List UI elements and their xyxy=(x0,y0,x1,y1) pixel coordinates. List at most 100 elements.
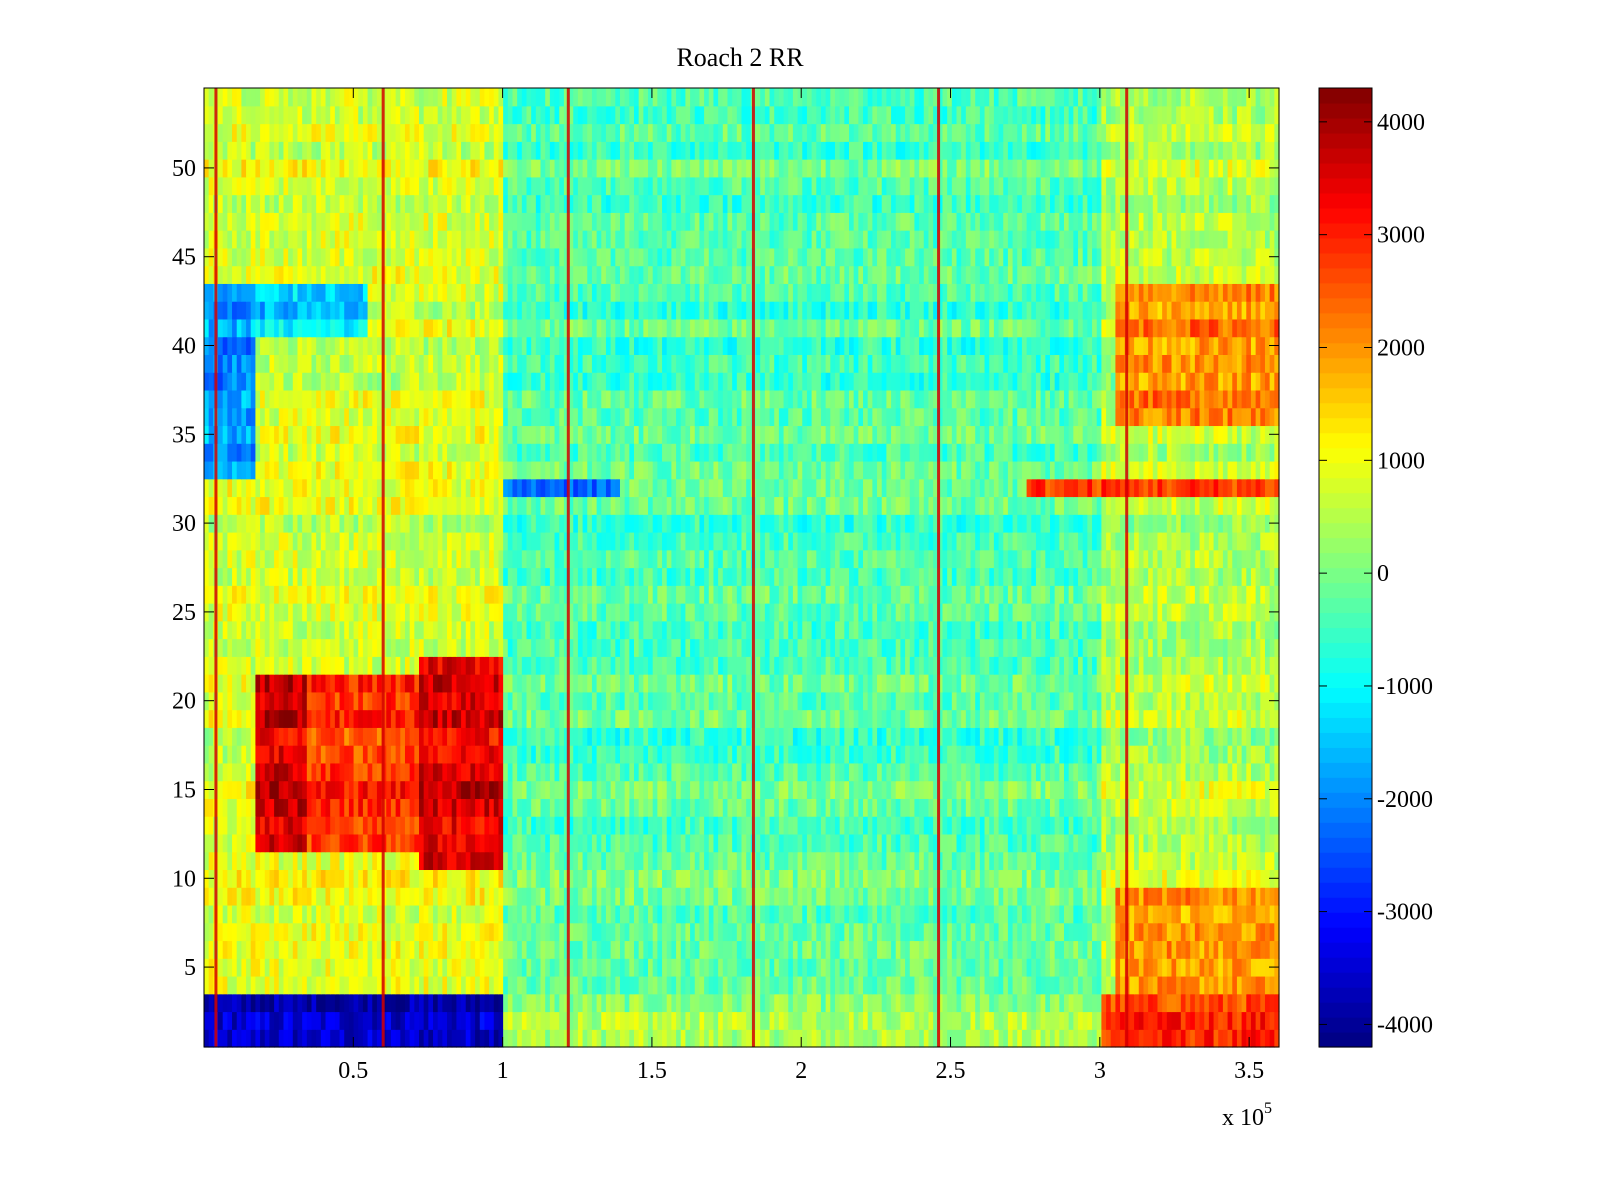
heatmap-cell xyxy=(582,762,588,782)
heatmap-cell xyxy=(699,904,705,924)
heatmap-cell xyxy=(1180,727,1187,746)
heatmap-cell xyxy=(895,745,902,764)
heatmap-cell xyxy=(886,674,892,693)
heatmap-cell xyxy=(797,816,803,835)
heatmap-cell xyxy=(1092,887,1098,906)
heatmap-cell xyxy=(601,851,607,871)
heatmap-cell xyxy=(778,656,785,675)
heatmap-cell xyxy=(1162,922,1168,942)
heatmap-cell xyxy=(863,975,869,995)
heatmap-cell xyxy=(965,940,972,959)
heatmap-cell xyxy=(867,762,873,782)
heatmap-cell xyxy=(320,674,327,693)
heatmap-cell xyxy=(447,727,453,746)
heatmap-cell xyxy=(1171,940,1177,959)
heatmap-cell xyxy=(830,1011,836,1030)
heatmap-cell xyxy=(1218,833,1224,853)
heatmap-cell xyxy=(942,975,948,995)
heatmap-cell xyxy=(947,975,953,995)
heatmap-cell xyxy=(676,816,682,835)
heatmap-cell xyxy=(390,709,397,728)
heatmap-cell xyxy=(1054,958,1060,977)
heatmap-cell xyxy=(489,674,495,693)
heatmap-cell xyxy=(1180,816,1187,835)
heatmap-cell xyxy=(442,975,448,995)
heatmap-cell xyxy=(1213,869,1219,888)
heatmap-cell xyxy=(339,833,345,853)
heatmap-cell xyxy=(423,691,429,711)
heatmap-cell xyxy=(863,656,869,675)
heatmap-cell xyxy=(591,745,598,764)
heatmap-cell xyxy=(316,975,322,995)
heatmap-cell xyxy=(961,762,967,782)
heatmap-cell xyxy=(1180,851,1187,871)
heatmap-cell xyxy=(1134,1011,1140,1030)
heatmap-cell xyxy=(456,851,462,871)
heatmap-cell xyxy=(316,762,322,782)
heatmap-cell xyxy=(526,993,532,1013)
heatmap-cell xyxy=(1003,762,1009,782)
heatmap-cell xyxy=(1049,833,1056,853)
heatmap-cell xyxy=(1120,762,1126,782)
heatmap-cell xyxy=(998,975,1004,995)
heatmap-cell xyxy=(1134,709,1140,728)
heatmap-cell xyxy=(596,869,602,888)
heatmap-cell xyxy=(442,958,448,977)
heatmap-cell xyxy=(442,1029,448,1048)
heatmap-cell xyxy=(1087,709,1093,728)
heatmap-cell xyxy=(895,1011,902,1030)
heatmap-cell xyxy=(722,798,729,817)
heatmap-cell xyxy=(1180,975,1187,995)
heatmap-cell xyxy=(615,1011,621,1030)
heatmap-cell xyxy=(1274,904,1280,924)
heatmap-cell xyxy=(582,780,588,799)
heatmap-cell xyxy=(339,674,345,693)
heatmap-cell xyxy=(404,958,411,977)
heatmap-cell xyxy=(905,833,911,853)
heatmap-cell xyxy=(1096,922,1102,942)
heatmap-cell xyxy=(489,816,495,835)
heatmap-cell xyxy=(311,798,317,817)
heatmap-cell xyxy=(1157,993,1163,1013)
heatmap-cell xyxy=(811,869,817,888)
heatmap-cell xyxy=(774,887,780,906)
heatmap-cell xyxy=(367,1011,373,1030)
heatmap-cell xyxy=(545,816,551,835)
heatmap-cell xyxy=(676,780,682,799)
heatmap-cell xyxy=(507,798,514,817)
heatmap-cell xyxy=(662,869,668,888)
heatmap-cell xyxy=(1194,958,1201,977)
heatmap-cell xyxy=(246,993,252,1013)
heatmap-cell xyxy=(919,869,925,888)
heatmap-cell xyxy=(811,922,817,942)
heatmap-cell xyxy=(699,922,705,942)
heatmap-cell xyxy=(325,656,331,675)
heatmap-cell xyxy=(479,922,486,942)
heatmap-cell xyxy=(1031,762,1037,782)
heatmap-cell xyxy=(577,780,584,799)
heatmap-cell xyxy=(1180,869,1187,888)
heatmap-cell xyxy=(853,993,859,1013)
heatmap-cell xyxy=(479,833,486,853)
heatmap-cell xyxy=(746,887,752,906)
heatmap-cell xyxy=(802,780,808,799)
heatmap-cell xyxy=(358,816,364,835)
heatmap-cell xyxy=(1110,940,1117,959)
heatmap-cell xyxy=(274,762,280,782)
heatmap-cell xyxy=(764,851,771,871)
heatmap-cell xyxy=(755,762,761,782)
heatmap-cell xyxy=(1040,851,1046,871)
heatmap-cell xyxy=(722,940,729,959)
heatmap-cell xyxy=(404,833,411,853)
heatmap-cell xyxy=(456,656,462,675)
heatmap-cell xyxy=(493,869,500,888)
heatmap-cell xyxy=(404,745,411,764)
heatmap-cell xyxy=(778,1029,785,1048)
heatmap-cell xyxy=(783,656,789,675)
heatmap-cell xyxy=(881,727,887,746)
heatmap-cell xyxy=(1040,745,1046,764)
heatmap-cell xyxy=(1073,869,1079,888)
heatmap-cell xyxy=(255,887,261,906)
heatmap-cell xyxy=(690,851,696,871)
heatmap-cell xyxy=(624,958,630,977)
